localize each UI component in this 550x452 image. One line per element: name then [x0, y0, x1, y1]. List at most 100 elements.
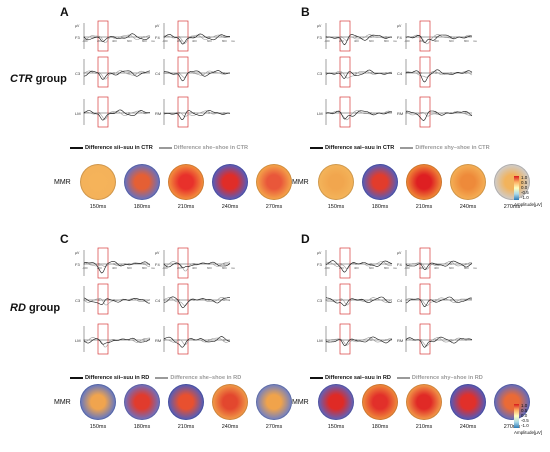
erp-subplot: RM	[397, 323, 473, 355]
mmr-window-box	[419, 20, 431, 52]
topomap-time-label: 210ms	[415, 204, 433, 210]
erp-subplot: F4 µV -100 200 400 600 800 ms	[397, 20, 477, 52]
electrode-label: LM	[75, 338, 81, 343]
topomap-time-label: 150ms	[89, 424, 107, 430]
erp-subplot: F3 µV -100 200 400 600 800 ms	[75, 20, 155, 52]
black-trace	[325, 34, 393, 46]
electrode-label: RM	[397, 111, 403, 116]
x-tick-label: 200	[97, 39, 102, 43]
black-trace	[405, 336, 473, 348]
trace-legend: Difference sai–suu in CTR Difference shy–…	[310, 145, 490, 151]
electrode-label: F4	[155, 262, 160, 267]
erp-subplot: C3	[75, 283, 151, 315]
topomap-time-label: 180ms	[133, 204, 151, 210]
erp-subplot: C4	[397, 56, 473, 88]
x-tick-label: 200	[339, 266, 344, 270]
topomap-180ms	[362, 384, 398, 420]
colorbar-tick: 0.5	[521, 180, 528, 185]
legend-black-label: Difference sai–suu in RD	[325, 375, 391, 381]
erp-subplot: C4	[155, 283, 231, 315]
x-tick-label: 400	[354, 39, 359, 43]
colorbar-tick: 1.0	[521, 403, 528, 408]
x-tick-label: 600	[127, 266, 132, 270]
colorbar-tick: 0.0	[521, 413, 528, 418]
x-tick-label: 800	[222, 266, 227, 270]
x-axis-label: ms	[473, 39, 477, 43]
colorbar-tick: 1.0	[521, 175, 528, 180]
x-tick-label: 600	[207, 39, 212, 43]
topomap-time-label: 210ms	[415, 424, 433, 430]
topomap-240ms	[212, 164, 248, 200]
topomap-time-label: 240ms	[459, 204, 477, 210]
black-trace	[325, 110, 392, 120]
x-tick-label: -100	[162, 39, 168, 43]
black-trace	[405, 296, 473, 308]
topomap-time-label: 240ms	[459, 424, 477, 430]
topomap-time-label: 180ms	[371, 204, 389, 210]
colorbar-title: Amplitude[µV]	[514, 202, 543, 207]
mmr-window-box	[339, 323, 351, 355]
colorbar-gradient	[514, 404, 519, 428]
y-axis-label: µV	[155, 251, 160, 255]
gray-trace	[325, 70, 392, 79]
panel-letter-b: B	[301, 5, 310, 19]
x-tick-label: -100	[404, 266, 410, 270]
erp-subplot: F3 µV -100 200 400 600 800 ms	[317, 20, 397, 52]
topomap-240ms	[450, 164, 486, 200]
x-tick-label: 200	[177, 266, 182, 270]
topomap-150ms	[80, 384, 116, 420]
black-trace	[405, 69, 473, 83]
mmr-window-box	[339, 96, 351, 128]
mmr-window-box	[339, 56, 351, 88]
rd-group-label: RD group	[10, 302, 61, 314]
electrode-label: F4	[397, 262, 402, 267]
erp-subplot: F4 µV -100 200 400 600 800 ms	[155, 247, 235, 279]
colorbar-tick: 0.0	[521, 185, 528, 190]
topomap-time-label: 180ms	[133, 424, 151, 430]
erp-subplot: C4	[155, 56, 231, 88]
gray-trace	[405, 71, 473, 78]
y-axis-label: µV	[75, 24, 80, 28]
topomap-270ms	[256, 164, 292, 200]
topomap-150ms	[318, 384, 354, 420]
gray-trace	[405, 261, 473, 270]
mmr-window-box	[419, 323, 431, 355]
x-tick-label: 800	[142, 266, 147, 270]
x-axis-label: ms	[231, 266, 235, 270]
legend-gray-label: Difference shy–shoe in RD	[411, 375, 483, 381]
electrode-label: C4	[397, 71, 403, 76]
black-trace	[325, 336, 393, 347]
topomap-240ms	[212, 384, 248, 420]
gray-trace	[83, 297, 151, 306]
mmr-window-box	[177, 323, 189, 355]
erp-subplot: RM	[155, 323, 231, 355]
colorbar-title: Amplitude[µV]	[514, 430, 543, 435]
legend-black-label: Difference sii–suu in RD	[85, 375, 150, 381]
trace-legend: Difference sii–suu in RD Difference she–s…	[70, 375, 241, 381]
topomap-time-label: 150ms	[89, 204, 107, 210]
topomap-time-label: 210ms	[177, 424, 195, 430]
trace-legend: Difference sai–suu in RD Difference shy–s…	[310, 375, 483, 381]
electrode-label: LM	[317, 111, 323, 116]
mmr-label: MMR	[54, 179, 71, 186]
gray-trace	[325, 297, 393, 306]
legend-black-swatch	[70, 376, 83, 379]
black-trace	[405, 34, 472, 44]
mmr-window-box	[177, 283, 189, 315]
ctr-group-label: CTR group	[10, 73, 67, 85]
x-axis-label: ms	[393, 39, 397, 43]
topomap-150ms	[318, 164, 354, 200]
legend-gray-entry: Difference shy–shoe in RD	[396, 375, 483, 381]
topomap-time-label: 270ms	[503, 204, 521, 210]
gray-trace	[405, 337, 473, 347]
x-tick-label: -100	[404, 39, 410, 43]
black-trace	[163, 33, 231, 45]
topomap-180ms	[124, 384, 160, 420]
erp-plot-grid: F3 µV -100 200 400 600 800 ms C3 LM F4 µV -100 200 400…	[75, 247, 235, 355]
x-tick-label: 400	[434, 266, 439, 270]
erp-subplot: F3 µV -100 200 400 600 800 ms	[317, 247, 397, 279]
mmr-label: MMR	[54, 399, 71, 406]
mmr-window-box	[97, 247, 109, 279]
electrode-label: C3	[317, 71, 323, 76]
legend-gray-swatch	[158, 146, 172, 149]
